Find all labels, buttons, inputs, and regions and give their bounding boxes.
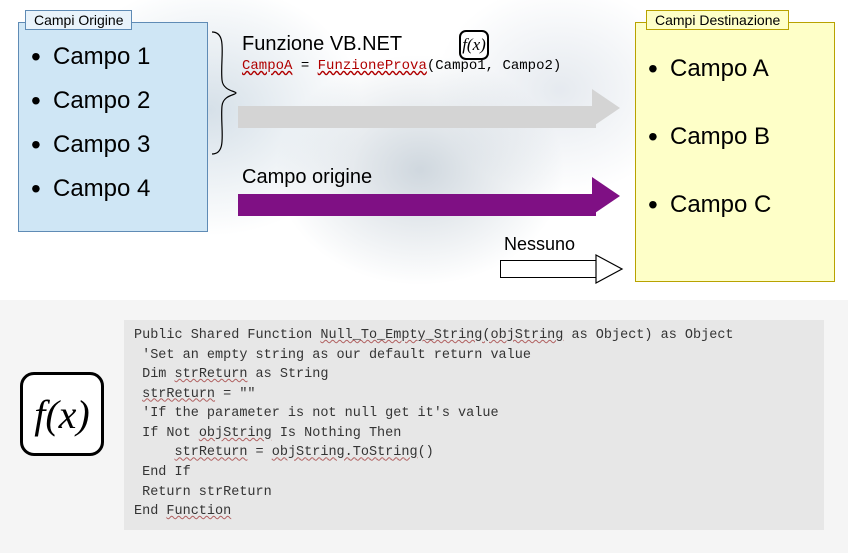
origin-field-item: Campo 1 bbox=[31, 35, 195, 79]
destination-field-item: Campo C bbox=[648, 171, 822, 239]
fx-large-icon: f(x) bbox=[20, 372, 104, 456]
destination-box-title: Campi Destinazione bbox=[646, 10, 789, 30]
arrow-func-head bbox=[592, 89, 620, 127]
arrow-none-body bbox=[500, 260, 596, 278]
fx-icon: f(x) bbox=[459, 30, 489, 60]
code-token: CampoA bbox=[242, 58, 292, 74]
fx-icon-text: f(x) bbox=[462, 35, 486, 55]
arrow-origin-head bbox=[592, 177, 620, 215]
origin-field-item: Campo 4 bbox=[31, 167, 195, 211]
destination-field-list: Campo A Campo B Campo C bbox=[648, 31, 822, 239]
arrow-none-head bbox=[594, 253, 624, 285]
code-token: (Campo1, Campo2) bbox=[427, 58, 561, 74]
arrow-func bbox=[238, 106, 620, 128]
origin-field-item: Campo 2 bbox=[31, 79, 195, 123]
arrow-none bbox=[500, 260, 622, 278]
code-token: = bbox=[292, 58, 317, 74]
origin-field-list: Campo 1 Campo 2 Campo 3 Campo 4 bbox=[31, 31, 195, 211]
destination-fields-box: Campi Destinazione Campo A Campo B Campo… bbox=[635, 22, 835, 282]
arrow-origin-label: Campo origine bbox=[242, 166, 372, 189]
destination-field-item: Campo A bbox=[648, 35, 822, 103]
fx-large-icon-text: f(x) bbox=[34, 391, 90, 438]
curly-brace bbox=[210, 28, 238, 158]
arrow-origin bbox=[238, 194, 620, 216]
arrow-func-body bbox=[238, 106, 596, 128]
arrow-none-label: Nessuno bbox=[504, 234, 575, 255]
arrow-origin-body bbox=[238, 194, 596, 216]
arrow-func-code: CampoA = FunzioneProva(Campo1, Campo2) bbox=[242, 58, 561, 74]
arrow-func-label: Funzione VB.NET bbox=[242, 33, 402, 56]
code-token: FunzioneProva bbox=[318, 58, 427, 74]
origin-field-item: Campo 3 bbox=[31, 123, 195, 167]
origin-fields-box: Campi Origine Campo 1 Campo 2 Campo 3 Ca… bbox=[18, 22, 208, 232]
destination-field-item: Campo B bbox=[648, 103, 822, 171]
origin-box-title: Campi Origine bbox=[25, 10, 132, 30]
code-panel: Public Shared Function Null_To_Empty_Str… bbox=[124, 320, 824, 530]
